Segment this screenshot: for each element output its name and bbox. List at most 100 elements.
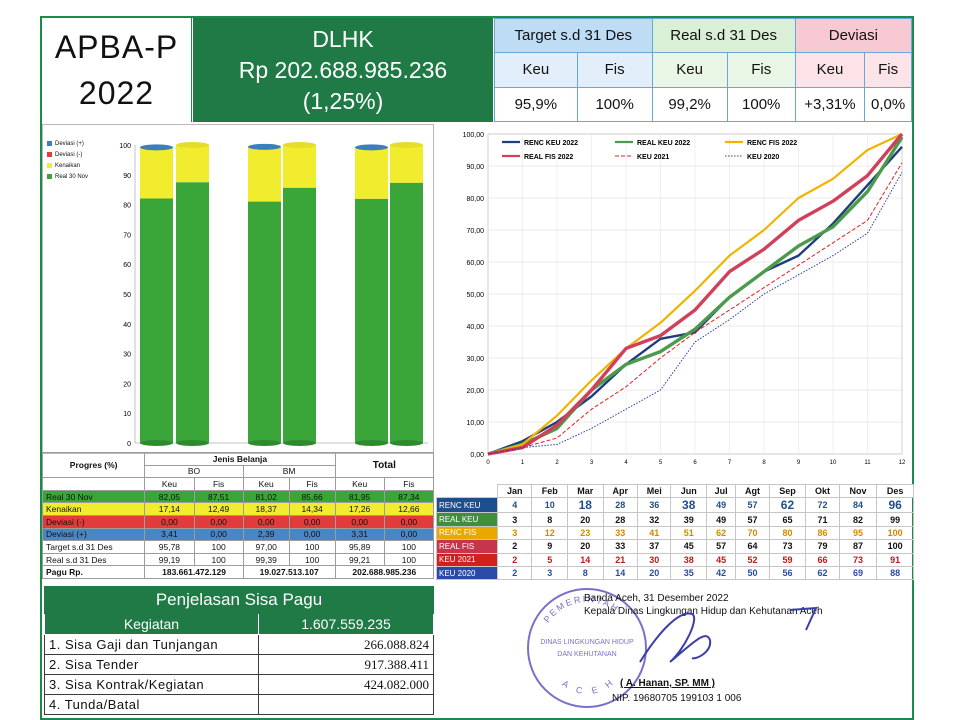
monthly-row-label: RENC FIS xyxy=(436,525,498,541)
monthly-row-label: RENC KEU xyxy=(436,497,498,514)
sisa-item-label: 2. Sisa Tender xyxy=(44,654,259,675)
progres-cell: 99,39 xyxy=(242,552,290,567)
real-keu-value: 99,2% xyxy=(651,86,728,123)
monthly-cell: 39 xyxy=(670,512,707,527)
sisa-item-value: 424.082.000 xyxy=(257,674,435,695)
sign-nip: NIP. 19680705 199103 1 006 xyxy=(612,693,742,704)
progres-cell: 99,21 xyxy=(334,552,385,567)
monthly-row-label: KEU 2020 xyxy=(436,565,498,581)
monthly-row: RENC FIS 3 12 23 33 41 51 62 70 80 86 95 100 xyxy=(436,525,914,541)
sisa-row: 3. Sisa Kontrak/Kegiatan 424.082.000 xyxy=(44,674,435,695)
progres-cell: 0,00 xyxy=(383,527,435,542)
monthly-body: Jan Feb Mar Apr Mei Jun Jul Agt Sep Okt Nov Des RENC… xyxy=(436,483,914,581)
bar-y-tick: 0 xyxy=(127,441,131,448)
progres-row: Kenaikan 17,14 12,49 18,37 14,34 17,26 12,66 xyxy=(41,502,435,516)
pagu-total: 202.688.985.236 xyxy=(334,565,435,579)
monthly-cell: 2 xyxy=(496,552,533,567)
monthly-row: RENC KEU 4 10 18 28 36 38 49 57 62 72 84 96 xyxy=(436,497,914,514)
monthly-cell: 57 xyxy=(705,539,737,554)
monthly-row-label: REAL KEU xyxy=(436,512,498,527)
kegiatan-label: Kegiatan xyxy=(44,613,259,635)
deviasi-fis-header: Fis xyxy=(864,52,912,88)
monthly-cell: 28 xyxy=(602,497,639,514)
kegiatan-value: 1.607.559.235 xyxy=(257,613,435,635)
progres-body: Real 30 Nov 82,05 87,51 81,02 85,66 81,95 87,3… xyxy=(41,489,435,567)
monthly-cell: 100 xyxy=(876,525,914,541)
bar-y-tick: 100 xyxy=(119,143,131,150)
org-amount: Rp 202.688.985.236 xyxy=(238,56,448,83)
monthly-cell: 10 xyxy=(531,497,569,514)
sisa-pagu-title: Penjelasan Sisa Pagu xyxy=(44,586,434,614)
monthly-cell: 14 xyxy=(602,565,639,581)
progres-row-label: Deviasi (+) xyxy=(41,527,146,542)
month-header: Feb xyxy=(531,483,569,499)
monthly-cell: 33 xyxy=(602,539,639,554)
jenis-belanja-header: Jenis Belanja xyxy=(144,452,336,466)
monthly-cell: 91 xyxy=(876,552,914,567)
bar-top-cap xyxy=(283,142,316,148)
month-header: Okt xyxy=(805,483,840,499)
progres-cell: 3,41 xyxy=(144,527,195,542)
sisa-row: 2. Sisa Tender 917.388.411 xyxy=(44,654,435,675)
sisa-item-label: 1. Sisa Gaji dan Tunjangan xyxy=(44,634,259,655)
legend-item: Deviasi (+) xyxy=(47,139,127,150)
target-fis-value: 100% xyxy=(576,86,653,123)
line-series xyxy=(487,162,903,455)
progres-cell: 81,02 xyxy=(242,489,290,504)
line-x-tick: 12 xyxy=(899,460,906,466)
month-header: Nov xyxy=(838,483,878,499)
deviasi-keu-header: Keu xyxy=(794,52,866,88)
monthly-cell: 3 xyxy=(531,565,569,581)
bar-top-cap xyxy=(176,142,209,148)
monthly-cell: 3 xyxy=(496,525,533,541)
line-x-tick: 5 xyxy=(659,460,663,466)
progres-cell: 0,00 xyxy=(242,514,290,529)
org-summary: DLHK Rp 202.688.985.236 (1,25%) xyxy=(193,18,493,122)
bar-y-tick: 80 xyxy=(123,203,131,210)
org-name: DLHK xyxy=(312,25,374,52)
bar-kenaikan xyxy=(390,145,423,183)
pagu-label: Pagu Rp. xyxy=(41,565,146,579)
line-series xyxy=(487,133,903,456)
monthly-cell: 45 xyxy=(705,552,737,567)
progres-row: Real 30 Nov 82,05 87,51 81,02 85,66 81,95 87,3… xyxy=(41,489,435,504)
monthly-cell: 9 xyxy=(531,539,569,554)
line-legend-label: RENC KEU 2022 xyxy=(524,140,578,147)
bar-y-tick: 40 xyxy=(123,322,131,329)
monthly-cell: 3 xyxy=(496,512,533,527)
line-legend-label: REAL KEU 2022 xyxy=(637,140,690,147)
monthly-cell: 50 xyxy=(735,565,770,581)
progres-cell: 0,00 xyxy=(383,514,435,529)
progres-cell: 0,00 xyxy=(193,514,244,529)
monthly-cell: 56 xyxy=(768,565,807,581)
monthly-cell: 86 xyxy=(805,525,840,541)
sisa-item-value xyxy=(257,694,435,715)
monthly-row: KEU 2021 2 5 14 21 30 38 45 52 59 66 73 91 xyxy=(436,552,914,567)
progres-cell: 0,00 xyxy=(144,514,195,529)
target-keu-header: Keu xyxy=(494,52,578,88)
total-header: Total xyxy=(334,451,435,479)
month-header: Jan xyxy=(496,483,533,499)
monthly-cell: 65 xyxy=(768,512,807,527)
legend-item: Deviasi (-) xyxy=(47,150,127,161)
monthly-cell: 45 xyxy=(670,539,707,554)
monthly-cell: 69 xyxy=(838,565,878,581)
month-header: Mei xyxy=(636,483,672,499)
progres-row-label: Real 30 Nov xyxy=(41,489,146,504)
monthly-cell: 4 xyxy=(496,497,533,514)
target-header: Target s.d 31 Des xyxy=(494,17,653,54)
line-y-tick: 40,00 xyxy=(466,324,484,331)
line-legend-label: RENC FIS 2022 xyxy=(747,140,797,147)
bar-top-cap xyxy=(248,143,281,150)
monthly-cell: 88 xyxy=(876,565,914,581)
line-series xyxy=(487,172,903,455)
monthly-cell: 36 xyxy=(636,497,672,514)
line-x-tick: 1 xyxy=(521,460,525,466)
progres-cell: 100 xyxy=(193,552,244,567)
handwritten-signature xyxy=(639,606,818,663)
bar-kenaikan xyxy=(355,147,388,199)
bar-chart-legend: Deviasi (+) Deviasi (-) Kenaikan Real 30… xyxy=(47,139,127,183)
monthly-cell: 30 xyxy=(636,552,672,567)
progres-cell: 12,49 xyxy=(193,502,244,516)
